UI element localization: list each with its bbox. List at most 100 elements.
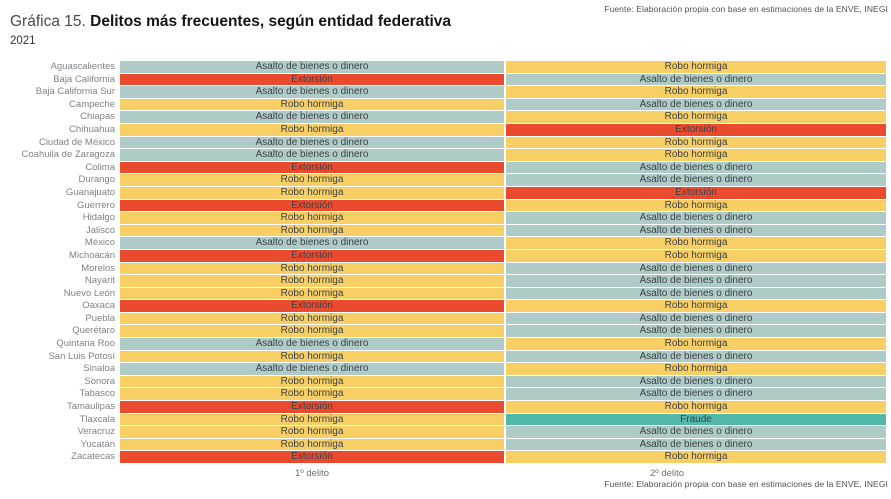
state-label: Colima [85,161,115,173]
state-label: Puebla [85,312,115,324]
state-label: Yucatán [80,438,115,450]
state-label: Durango [78,174,115,186]
first-crime-cell: Asalto de bienes o dinero [120,149,504,161]
first-crime-cell: Asalto de bienes o dinero [120,363,504,375]
state-label: Sonora [84,375,115,387]
first-crime-cell: Robo hormiga [120,438,504,451]
title-subtitle: 2021 [10,35,36,47]
table-row: Jalisco Robo hormiga Asalto de bienes o di… [0,224,891,237]
axis-label-second-crime: 2º delito [649,468,685,479]
source-note-top: Fuente: Elaboración propia con base en e… [604,4,888,14]
state-label: Nayarit [84,275,115,287]
table-row: Tamaulipas Extorsión Robo hormiga [0,401,891,413]
first-crime-cell: Robo hormiga [120,186,504,199]
second-crime-cell: Asalto de bienes o dinero [506,161,886,174]
table-row: Baja California Extorsión Asalto de bienes… [0,73,891,86]
table-row: Zacatecas Extorsión Robo hormiga [0,451,891,463]
table-row: Aguascalientes Asalto de bienes o dinero R… [0,61,891,73]
page-title: Gráfica 15. Delitos más frecuentes, segú… [10,13,451,31]
second-crime-cell: Asalto de bienes o dinero [506,275,886,287]
table-row: Chiapas Asalto de bienes o dinero Robo hor… [0,111,891,123]
second-crime-cell: Asalto de bienes o dinero [506,174,886,186]
state-label: Guanajuato [65,186,115,198]
second-crime-cell: Asalto de bienes o dinero [506,98,886,111]
table-row: San Luis Potosí Robo hormiga Asalto de bie… [0,350,891,363]
table-row: Sonora Robo hormiga Asalto de bienes o din… [0,375,891,388]
state-label: Baja California [53,73,115,85]
table-row: México Asalto de bienes o dinero Robo horm… [0,237,891,249]
second-crime-cell: Asalto de bienes o dinero [506,375,886,388]
second-crime-cell: Robo hormiga [506,451,886,463]
table-row: Ciudad de México Asalto de bienes o diner… [0,136,891,149]
table-row: Coahuila de Zaragoza Asalto de bienes o d… [0,149,891,161]
state-label: Michoacán [69,249,115,261]
first-crime-cell: Extorsión [120,161,504,174]
state-label: Tlaxcala [79,413,115,425]
second-crime-cell: Fraude [506,413,886,426]
first-crime-cell: Extorsión [120,249,504,262]
second-crime-cell: Robo hormiga [506,136,886,149]
first-crime-cell: Robo hormiga [120,224,504,237]
state-label: Quintana Roo [56,338,115,350]
source-note-bottom: Fuente: Elaboración propia con base en e… [604,479,888,489]
state-label: Chiapas [80,111,115,123]
axis-label-first-crime: 1º delito [294,468,330,479]
second-crime-cell: Asalto de bienes o dinero [506,312,886,325]
first-crime-cell: Asalto de bienes o dinero [120,61,504,73]
state-label: Hidalgo [82,212,115,224]
table-row: Querétaro Robo hormiga Asalto de bienes o … [0,325,891,338]
second-crime-cell: Robo hormiga [506,86,886,98]
second-crime-cell: Robo hormiga [506,149,886,161]
table-row: Durango Robo hormiga Asalto de bienes o di… [0,174,891,186]
state-label: Aguascalientes [50,61,115,72]
table-row: Guerrero Extorsión Robo hormiga [0,199,891,212]
first-crime-cell: Extorsión [120,199,504,212]
state-label: Oaxaca [82,300,115,312]
first-crime-cell: Robo hormiga [120,325,504,338]
second-crime-cell: Asalto de bienes o dinero [506,262,886,275]
first-crime-cell: Robo hormiga [120,98,504,111]
state-label: Veracruz [77,426,116,438]
table-row: Campeche Robo hormiga Asalto de bienes o d… [0,98,891,111]
first-crime-cell: Extorsión [120,451,504,463]
first-crime-cell: Robo hormiga [120,123,504,136]
table-row: Nayarit Robo hormiga Asalto de bienes o di… [0,275,891,287]
state-label: México [84,237,115,249]
second-crime-cell: Robo hormiga [506,61,886,73]
second-crime-cell: Asalto de bienes o dinero [506,388,886,401]
table-row: Veracruz Robo hormiga Asalto de bienes o d… [0,426,891,438]
state-label: Guerrero [76,199,115,211]
first-crime-cell: Robo hormiga [120,212,504,224]
first-crime-cell: Robo hormiga [120,426,504,438]
first-crime-cell: Robo hormiga [120,262,504,275]
state-label: Tabasco [79,388,115,400]
state-label: San Luis Potosí [48,350,115,362]
table-row: Guanajuato Robo hormiga Extorsión [0,186,891,199]
second-crime-cell: Robo hormiga [506,300,886,312]
second-crime-cell: Robo hormiga [506,111,886,123]
second-crime-cell: Asalto de bienes o dinero [506,426,886,438]
state-label: Baja California Sur [35,86,115,98]
second-crime-cell: Extorsión [506,186,886,199]
first-crime-cell: Robo hormiga [120,375,504,388]
title-main: Delitos más frecuentes, según entidad fe… [90,13,452,30]
table-row: Yucatán Robo hormiga Asalto de bienes o di… [0,438,891,451]
second-crime-cell: Robo hormiga [506,363,886,375]
first-crime-cell: Robo hormiga [120,312,504,325]
state-label: Morelos [81,262,115,274]
second-crime-cell: Extorsión [506,123,886,136]
table-row: Puebla Robo hormiga Asalto de bienes o din… [0,312,891,325]
table-row: Baja California Sur Asalto de bienes o di… [0,86,891,98]
first-crime-cell: Asalto de bienes o dinero [120,237,504,249]
table-row: Oaxaca Extorsión Robo hormiga [0,300,891,312]
second-crime-cell: Asalto de bienes o dinero [506,73,886,86]
first-crime-cell: Robo hormiga [120,174,504,186]
second-crime-cell: Asalto de bienes o dinero [506,212,886,224]
table-row: Colima Extorsión Asalto de bienes o dinero [0,161,891,174]
first-crime-cell: Robo hormiga [120,413,504,426]
state-label: Querétaro [72,325,115,337]
first-crime-cell: Extorsión [120,300,504,312]
second-crime-cell: Asalto de bienes o dinero [506,350,886,363]
first-crime-cell: Robo hormiga [120,275,504,287]
state-label: Sinaloa [83,363,115,375]
